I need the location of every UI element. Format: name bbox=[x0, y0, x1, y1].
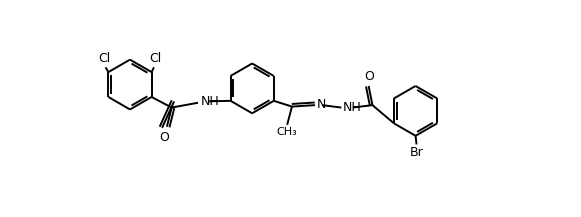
Text: NH: NH bbox=[343, 101, 362, 114]
Text: O: O bbox=[160, 131, 170, 143]
Text: CH₃: CH₃ bbox=[277, 127, 297, 137]
Text: O: O bbox=[365, 70, 375, 83]
Text: Br: Br bbox=[410, 146, 424, 159]
Text: Cl: Cl bbox=[149, 52, 161, 65]
Text: NH: NH bbox=[201, 95, 220, 108]
Text: N: N bbox=[317, 98, 327, 111]
Text: Cl: Cl bbox=[98, 52, 111, 65]
